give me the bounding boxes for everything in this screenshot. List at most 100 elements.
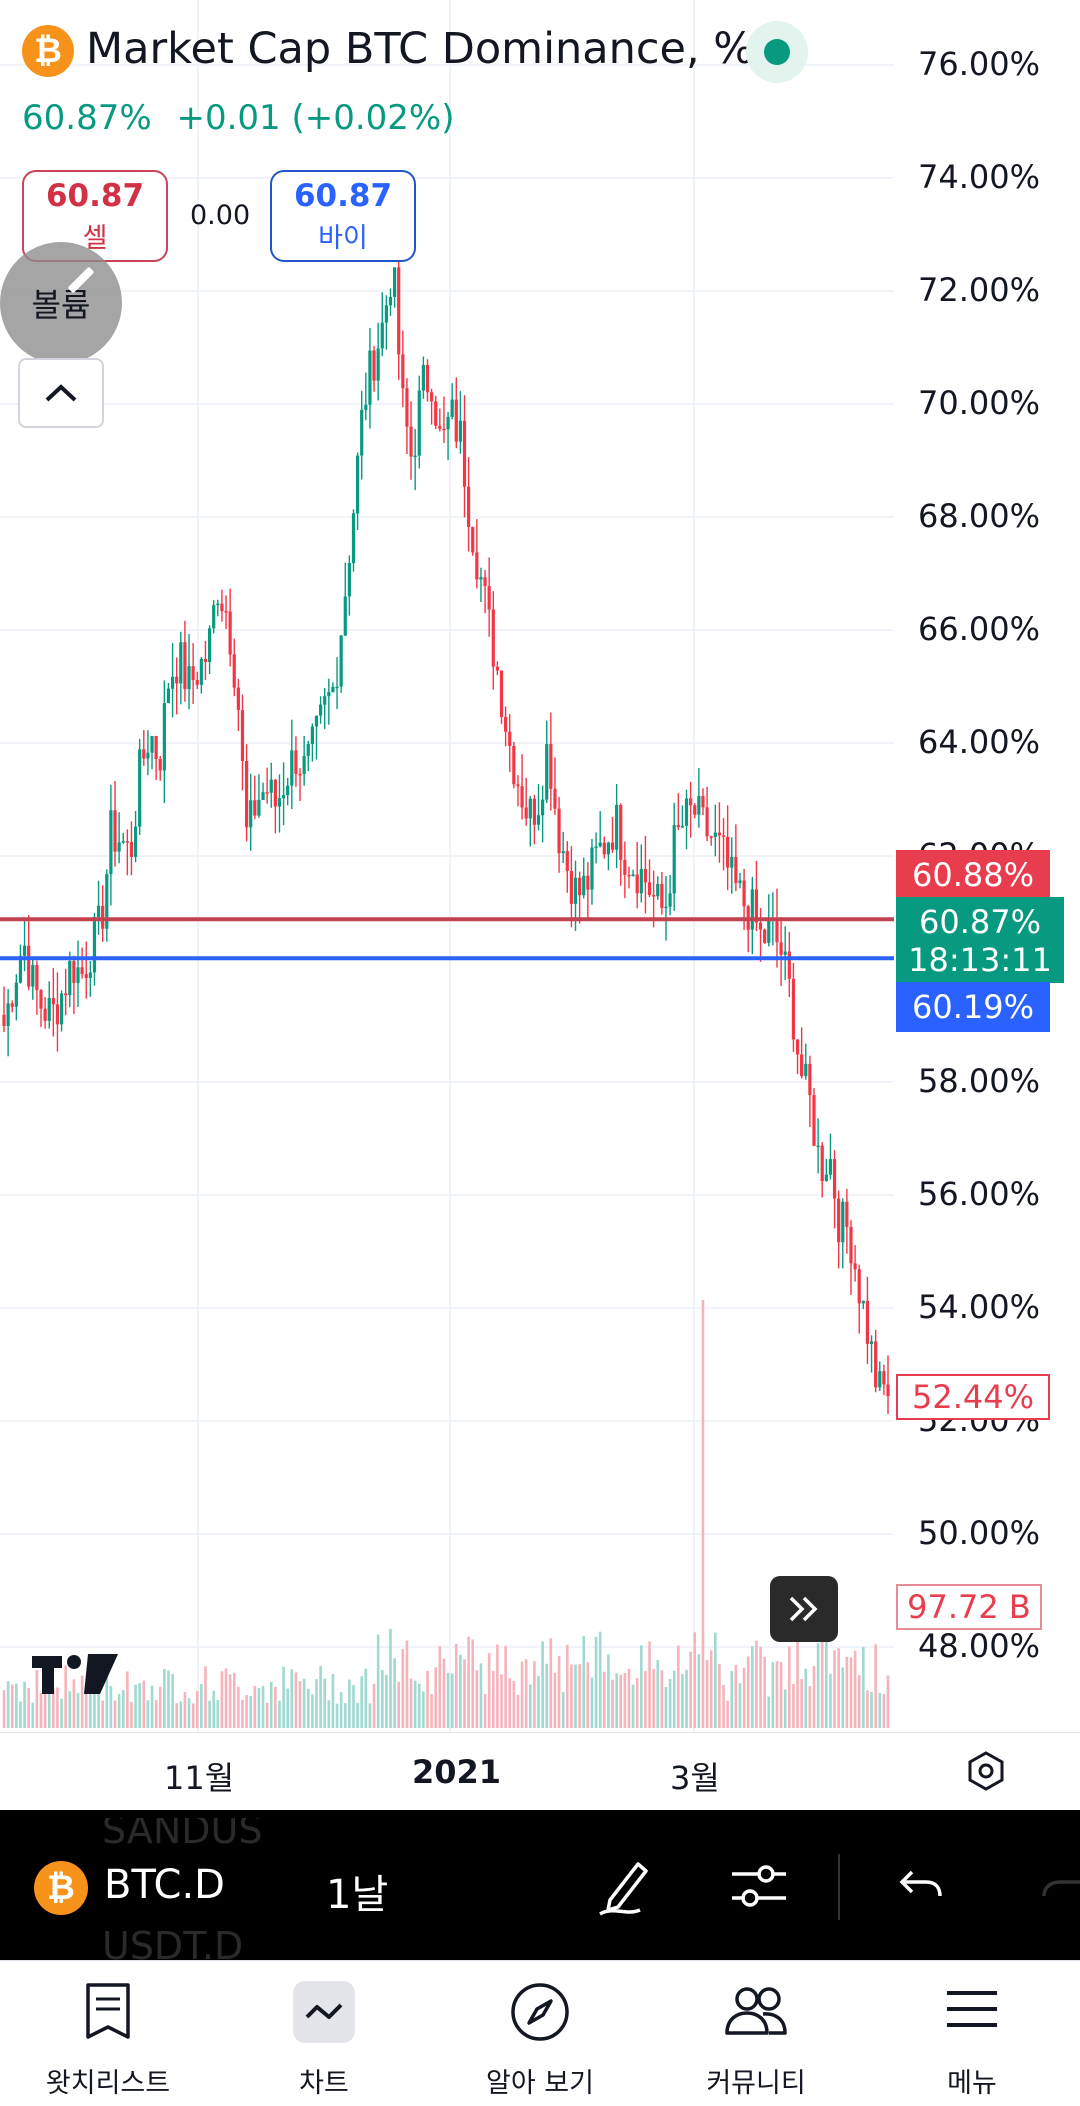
candle-body <box>72 961 76 983</box>
candle-body <box>680 825 685 828</box>
candle-body <box>191 666 195 681</box>
candle-body <box>43 1008 47 1021</box>
volume-bar <box>257 1688 261 1728</box>
candle-body <box>820 1145 824 1182</box>
candle-body <box>88 972 92 978</box>
volume-bar <box>417 1683 421 1728</box>
volume-bar <box>627 1668 631 1728</box>
volume-bar <box>487 1653 491 1728</box>
candle-body <box>594 846 598 848</box>
candle-body <box>882 1371 886 1385</box>
price-change: +0.01 (+0.02%) <box>176 98 455 138</box>
chart-settings-icon[interactable] <box>964 1749 1008 1793</box>
spread-value: 0.00 <box>190 200 251 231</box>
volume-bar <box>722 1684 725 1728</box>
volume-bar <box>837 1648 840 1728</box>
nav-community[interactable]: 커뮤니티 <box>648 1961 864 2106</box>
buy-button[interactable]: 60.87 바이 <box>270 170 416 262</box>
volume-bar <box>746 1656 750 1728</box>
volume-bar <box>561 1692 565 1728</box>
candle-body <box>393 267 397 297</box>
symbol-selector[interactable]: BTC.D <box>104 1862 225 1908</box>
volume-bar <box>693 1632 697 1728</box>
volume-bar <box>311 1694 314 1728</box>
candle-body <box>462 420 467 487</box>
volume-bar <box>804 1668 808 1728</box>
time-axis[interactable]: 11월 2021 3월 <box>0 1732 1080 1810</box>
price-chart[interactable] <box>0 0 1080 1810</box>
candle-body <box>39 990 43 1009</box>
candle-body <box>734 856 738 884</box>
market-status-indicator[interactable] <box>746 21 808 83</box>
candle-body <box>84 974 88 978</box>
volume-bar <box>126 1671 129 1728</box>
volume-bar <box>376 1634 380 1728</box>
redo-icon[interactable] <box>1040 1854 1080 1918</box>
candle-body <box>425 364 430 393</box>
candle-body <box>726 836 730 868</box>
candle-body <box>150 736 154 753</box>
candle-body <box>689 798 693 806</box>
volume-bar <box>220 1671 224 1728</box>
candle-body <box>170 676 175 689</box>
volume-bar <box>352 1685 355 1728</box>
scroll-to-realtime-button[interactable] <box>770 1576 838 1642</box>
volume-bar <box>738 1683 742 1728</box>
candle-body <box>277 798 282 807</box>
volume-bar <box>200 1684 203 1728</box>
volume-bar <box>315 1679 318 1728</box>
candle-body <box>113 810 117 852</box>
candle-body <box>76 967 80 983</box>
candle-body <box>742 880 746 907</box>
undo-icon[interactable] <box>896 1854 946 1918</box>
volume-bar <box>607 1654 610 1728</box>
sell-button[interactable]: 60.87 셀 <box>22 170 168 262</box>
interval-selector[interactable]: 1날 <box>326 1872 389 1918</box>
candle-body <box>454 399 458 442</box>
volume-bar <box>677 1645 680 1728</box>
nav-watchlist[interactable]: 왓치리스트 <box>0 1961 216 2106</box>
candle-body <box>865 1300 870 1344</box>
candle-body <box>27 945 31 987</box>
volume-bar <box>109 1686 113 1728</box>
volume-bar <box>491 1670 495 1728</box>
volume-bar <box>80 1675 84 1728</box>
volume-bar <box>204 1666 207 1728</box>
volume-bar <box>335 1703 339 1728</box>
nav-explore[interactable]: 알아 보기 <box>432 1961 648 2106</box>
volume-bar <box>652 1669 655 1728</box>
drawing-tools-icon[interactable] <box>596 1854 656 1918</box>
volume-bar <box>302 1678 306 1728</box>
volume-bar <box>269 1682 273 1728</box>
candle-body <box>730 856 734 868</box>
chart-title[interactable]: Market Cap BTC Dominance, % <box>86 24 755 74</box>
candle-body <box>569 871 574 904</box>
candle-body <box>2 1014 6 1026</box>
tradingview-logo-icon <box>32 1654 118 1694</box>
candle-body <box>281 795 286 799</box>
volume-bar <box>775 1661 779 1728</box>
volume-bar <box>829 1673 832 1728</box>
volume-bar <box>249 1695 252 1728</box>
volume-bar <box>93 1670 96 1728</box>
volume-bar <box>150 1685 154 1728</box>
volume-bar <box>463 1659 466 1728</box>
candle-body <box>442 428 446 431</box>
candle-body <box>676 825 680 828</box>
volume-bar <box>524 1659 528 1728</box>
volume-indicator-button[interactable]: 볼륨 <box>0 242 122 364</box>
nav-menu[interactable]: 메뉴 <box>864 1961 1080 2106</box>
nav-chart[interactable]: 차트 <box>216 1961 432 2106</box>
candle-body <box>35 965 39 991</box>
candle-body <box>808 1063 812 1096</box>
volume-bar <box>751 1646 754 1728</box>
collapse-legend-button[interactable] <box>18 358 104 428</box>
candle-body <box>615 804 619 850</box>
volume-bar <box>101 1700 104 1728</box>
candle-body <box>244 761 249 828</box>
volume-bar <box>208 1700 211 1728</box>
indicators-settings-icon[interactable] <box>728 1854 790 1918</box>
btc-logo-icon: ₿ <box>22 25 74 77</box>
candle-body <box>845 1201 849 1227</box>
chart-area[interactable]: ₿ Market Cap BTC Dominance, % 60.87% +0.… <box>0 0 1080 1810</box>
